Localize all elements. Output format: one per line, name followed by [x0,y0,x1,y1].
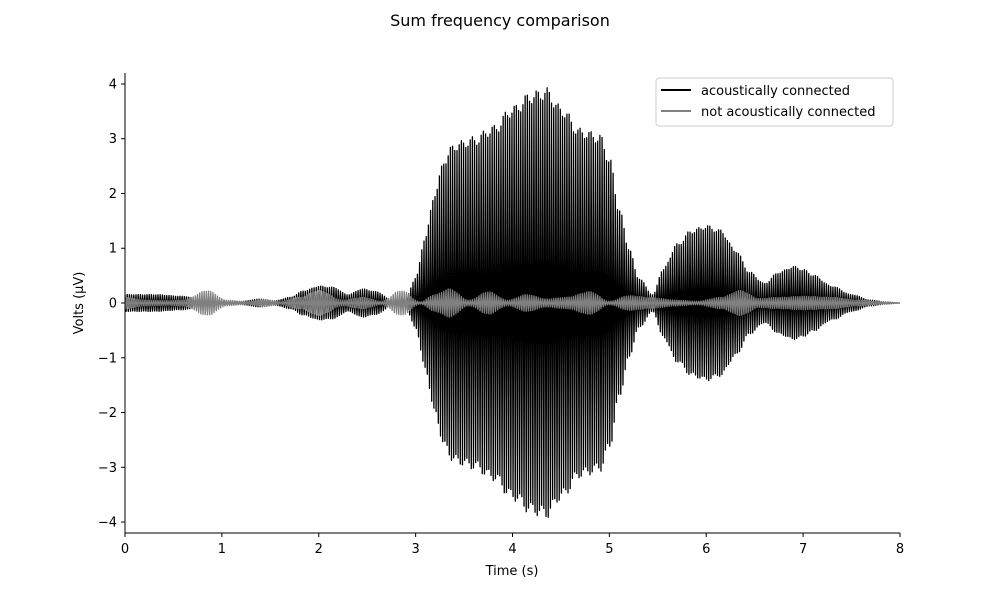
legend: acoustically connected not acoustically … [656,78,893,126]
y-tick-label: −3 [98,461,117,476]
x-tick-label: 4 [508,542,516,557]
chart-title: Sum frequency comparison [390,11,610,30]
x-ticks: 0 1 2 3 4 5 6 7 8 [121,533,904,557]
x-tick-label: 2 [315,542,323,557]
legend-label-not-acoustically-connected: not acoustically connected [701,105,875,120]
legend-label-acoustically-connected: acoustically connected [701,84,850,99]
x-tick-label: 0 [121,542,129,557]
y-ticks: −4 −3 −2 −1 0 1 2 3 4 [98,77,125,530]
y-tick-label: 0 [109,297,117,312]
y-tick-label: −4 [98,516,117,531]
y-tick-label: 1 [109,242,117,257]
y-tick-label: 4 [109,77,117,92]
x-tick-label: 6 [702,542,710,557]
y-tick-label: 2 [109,187,117,202]
x-tick-label: 5 [605,542,613,557]
x-tick-label: 7 [799,542,807,557]
x-tick-label: 3 [411,542,419,557]
y-tick-label: −2 [98,406,117,421]
x-axis-label: Time (s) [485,564,539,579]
y-tick-label: −1 [98,351,117,366]
y-tick-label: 3 [109,132,117,147]
y-axis-label: Volts (μV) [72,272,87,335]
x-tick-label: 1 [218,542,226,557]
x-tick-label: 8 [896,542,904,557]
series-layer [125,88,900,517]
